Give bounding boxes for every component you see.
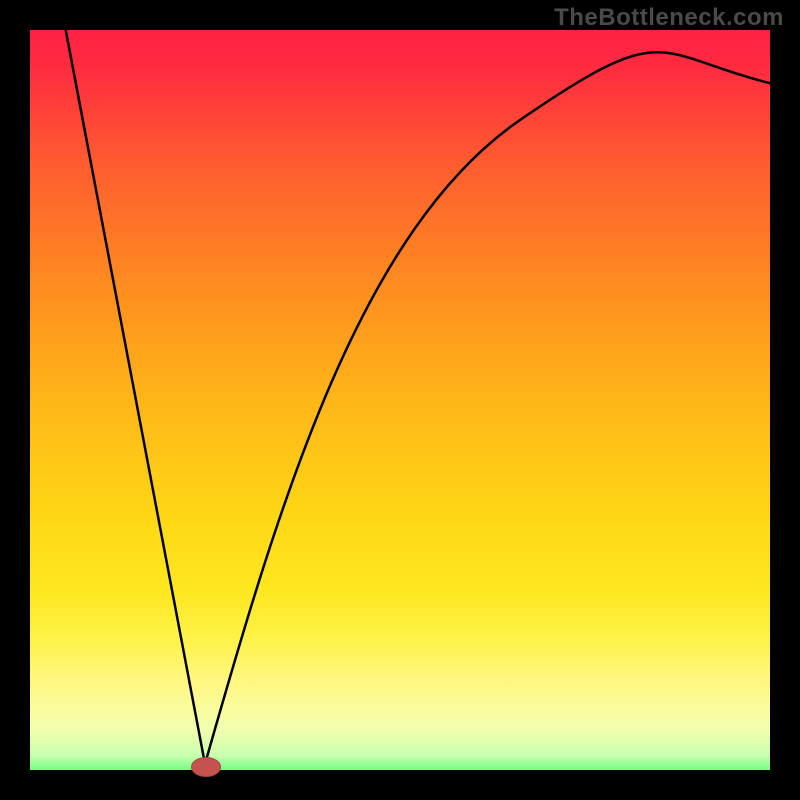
watermark-text: TheBottleneck.com (554, 4, 784, 32)
curve-svg (0, 0, 800, 800)
curve-left (60, 0, 205, 764)
curve-right (205, 52, 800, 764)
chart-container: TheBottleneck.com (0, 0, 800, 800)
minimum-marker (191, 757, 221, 777)
